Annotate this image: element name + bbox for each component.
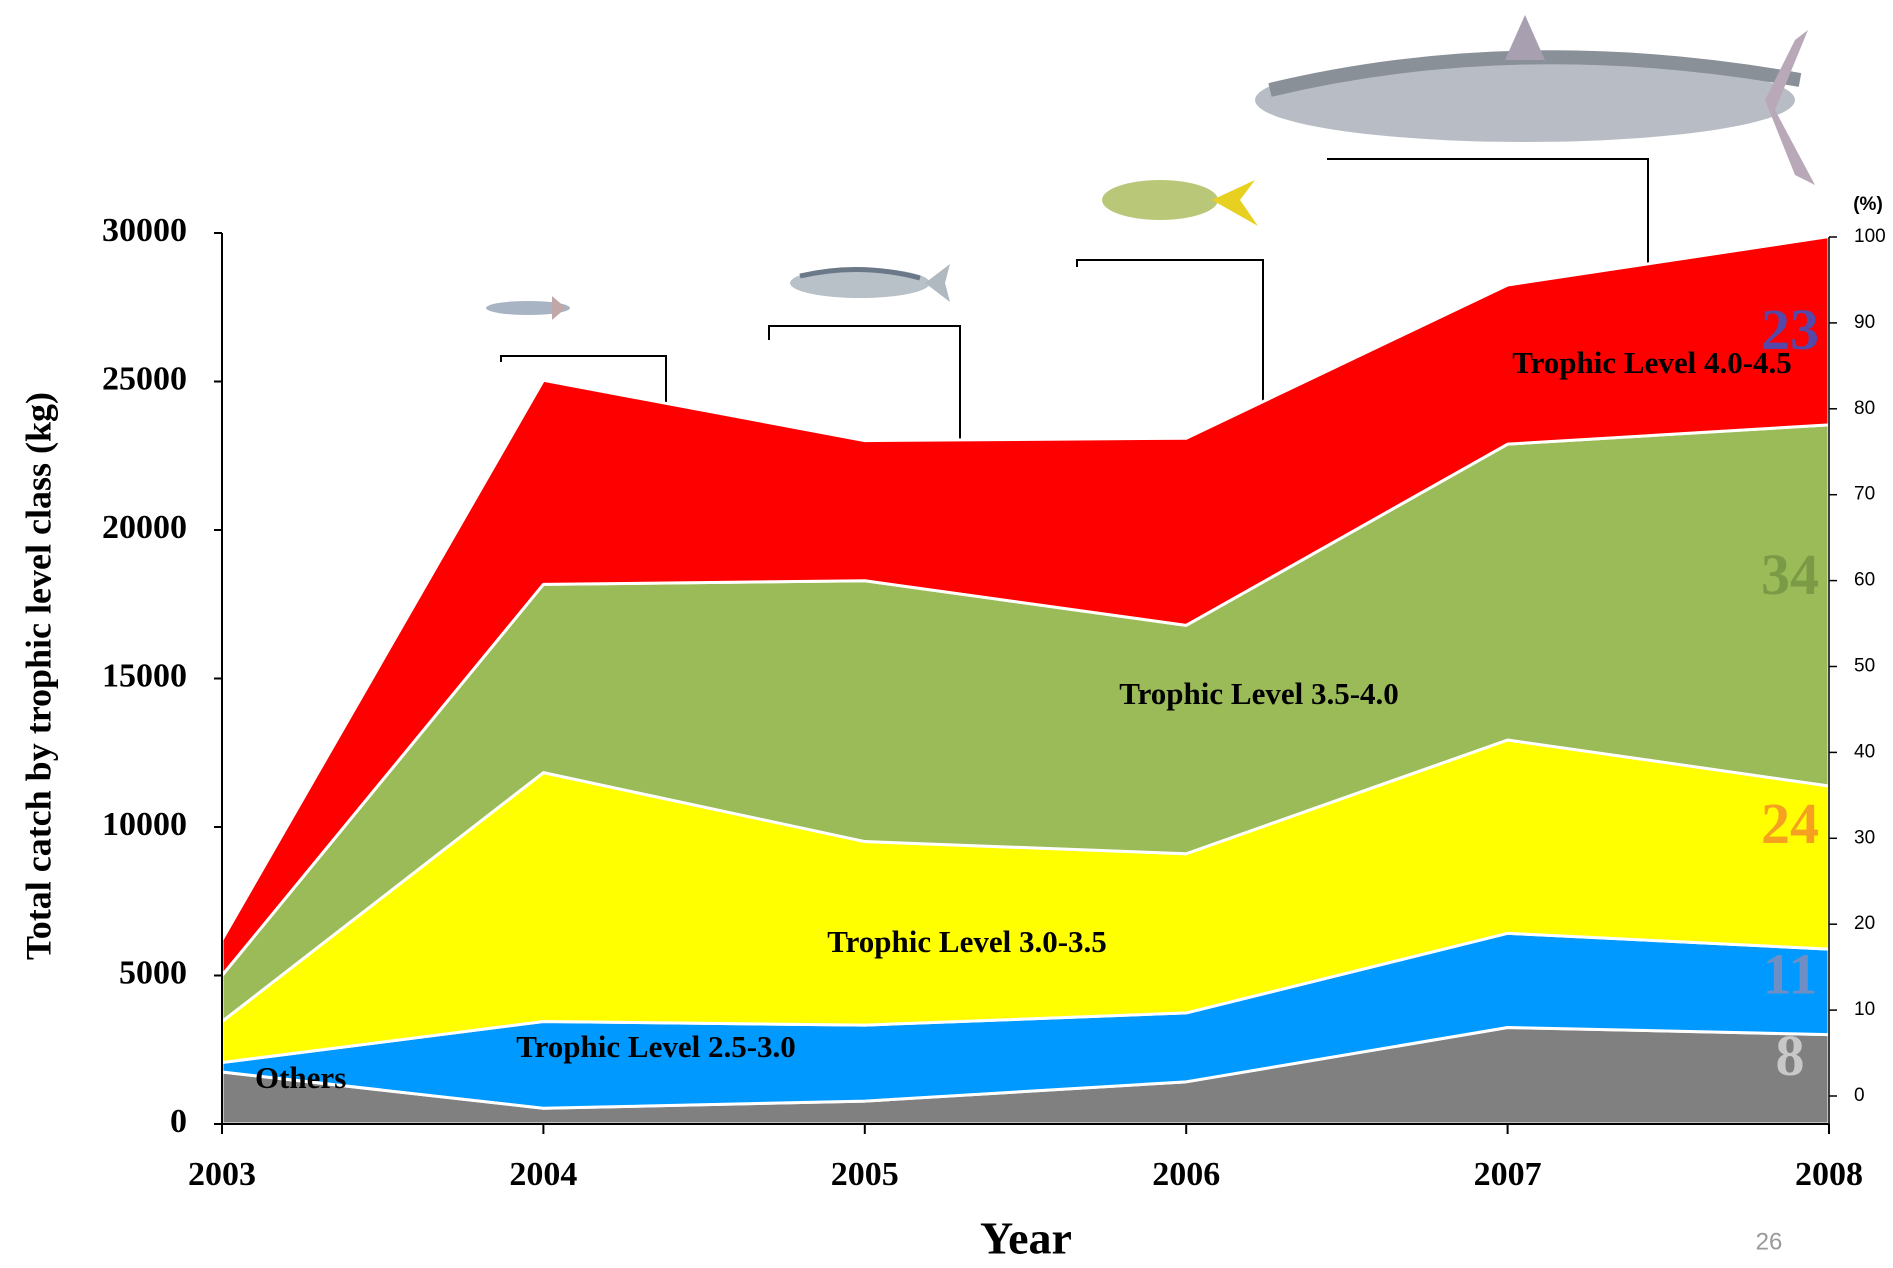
x-tick-label: 2008 <box>1795 1156 1863 1193</box>
fish-small <box>486 296 570 320</box>
y-tick-label: 0 <box>170 1103 187 1140</box>
y2-tick-label: 90 <box>1854 312 1875 333</box>
y-tick-label: 5000 <box>119 954 187 991</box>
y2-tick-label: 20 <box>1854 913 1875 934</box>
y2-tick-label: 50 <box>1854 656 1875 677</box>
series-label: Others <box>255 1060 346 1095</box>
share-label: 8 <box>1776 1023 1805 1088</box>
y2-tick-label: 70 <box>1854 484 1875 505</box>
share-label: 23 <box>1761 297 1819 362</box>
x-axis-title: Year <box>980 1213 1072 1264</box>
series-label: Trophic Level 2.5-3.0 <box>516 1029 796 1064</box>
x-tick-label: 2006 <box>1152 1156 1220 1193</box>
x-tick-label: 2004 <box>509 1156 577 1193</box>
y2-tick-label: 60 <box>1854 570 1875 591</box>
fish-scad <box>1102 180 1258 226</box>
y2-tick-label: 30 <box>1854 827 1875 848</box>
y-axis-title: Total catch by trophic level class (kg) <box>18 392 58 960</box>
fish-kingfish <box>1255 15 1815 185</box>
y-tick-label: 25000 <box>102 360 187 397</box>
x-tick-label: 2005 <box>831 1156 899 1193</box>
share-label: 34 <box>1761 542 1819 607</box>
series-label: Trophic Level 4.0-4.5 <box>1512 345 1792 380</box>
plot <box>220 235 1831 1126</box>
y2-tick-label: 0 <box>1854 1085 1865 1106</box>
y-tick-label: 30000 <box>102 212 187 249</box>
series-label: Trophic Level 3.0-3.5 <box>827 924 1107 959</box>
x-tick-label: 2003 <box>188 1156 256 1193</box>
y-tick-label: 10000 <box>102 806 187 843</box>
y2-axis-title: (%) <box>1853 194 1883 215</box>
share-label: 11 <box>1763 941 1818 1006</box>
y-tick-label: 15000 <box>102 657 187 694</box>
y2-tick-label: 100 <box>1854 226 1886 247</box>
y-tick-label: 20000 <box>102 509 187 546</box>
series-label: Trophic Level 3.5-4.0 <box>1119 676 1399 711</box>
y2-tick-label: 10 <box>1854 999 1875 1020</box>
fish-mackerel <box>790 264 950 302</box>
y2-tick-label: 80 <box>1854 398 1875 419</box>
slide-number: 26 <box>1756 1228 1783 1255</box>
x-tick-label: 2007 <box>1474 1156 1542 1193</box>
y2-tick-label: 40 <box>1854 741 1875 762</box>
share-label: 24 <box>1761 791 1819 856</box>
